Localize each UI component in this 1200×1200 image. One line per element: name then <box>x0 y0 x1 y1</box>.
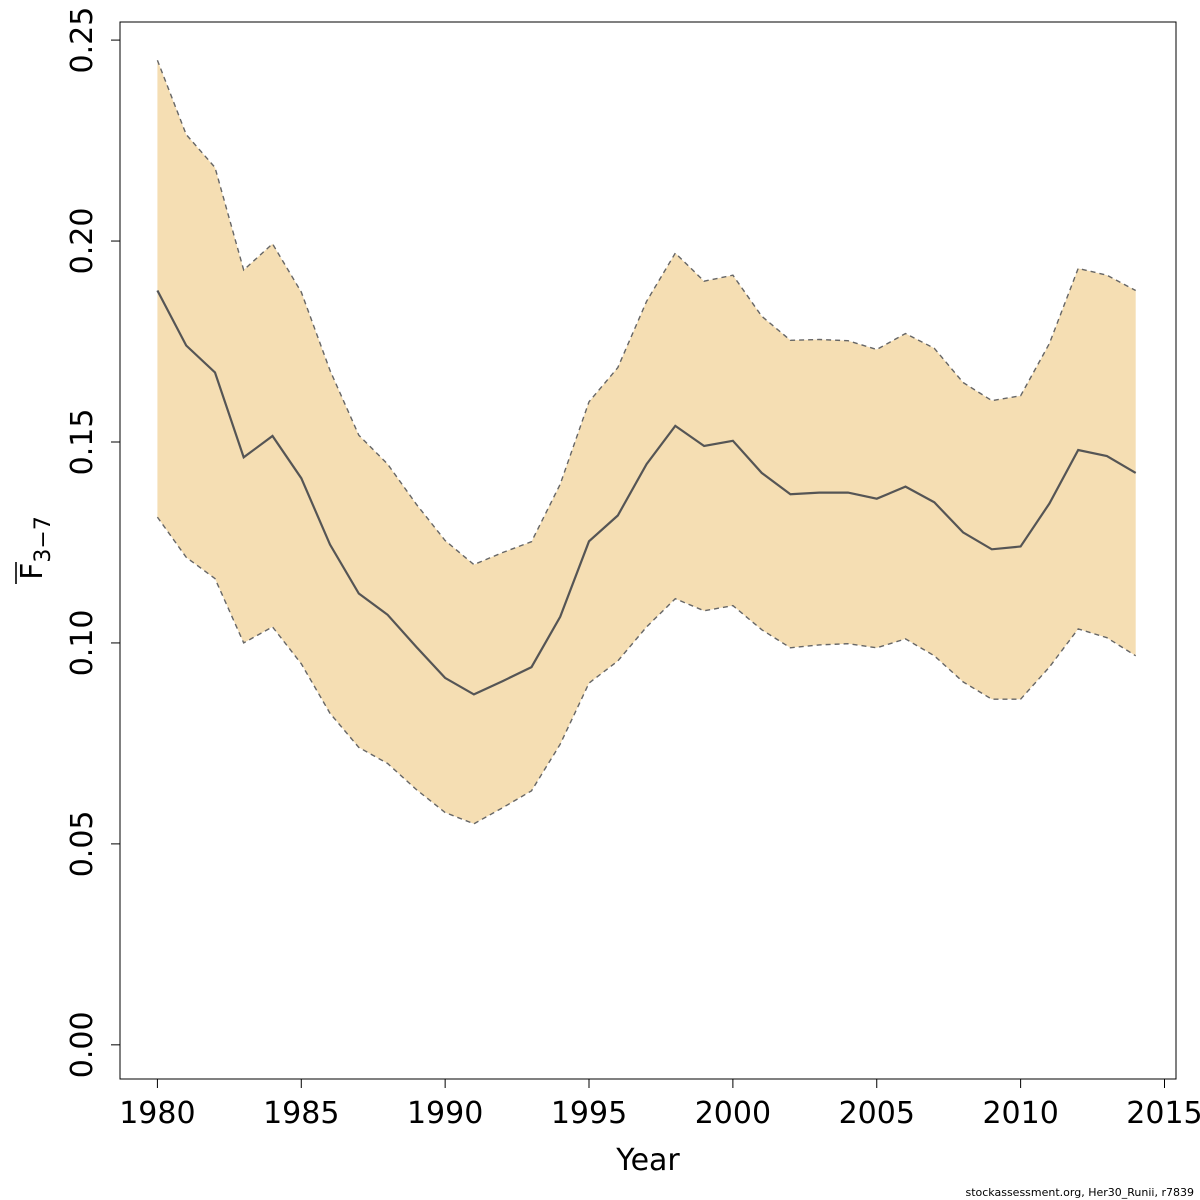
y-tick-label: 0.10 <box>65 610 100 677</box>
lower-bound-line <box>156 516 1137 825</box>
x-tick-label: 1985 <box>263 1096 339 1131</box>
x-tick-label: 2015 <box>1126 1096 1200 1131</box>
y-axis-title-main: F <box>15 563 50 580</box>
x-axis: 1980 1985 1990 1995 2000 2005 2010 2015 <box>119 1078 1200 1131</box>
estimate-line <box>156 289 1137 696</box>
x-axis-title: Year <box>615 1143 680 1178</box>
y-tick-label: 0.00 <box>65 1011 100 1078</box>
y-axis-title: F3−7 <box>15 516 56 584</box>
svg-text:F3−7: F3−7 <box>15 516 56 580</box>
x-tick-label: 1995 <box>551 1096 627 1131</box>
footer-credit: stockassessment.org, Her30_Runii, r7839 <box>965 1186 1194 1199</box>
y-tick-label: 0.15 <box>65 409 100 476</box>
x-tick-label: 1980 <box>119 1096 195 1131</box>
y-tick-label: 0.05 <box>65 811 100 878</box>
x-tick-label: 2005 <box>839 1096 915 1131</box>
y-tick-label: 0.20 <box>65 208 100 275</box>
x-tick-label: 1990 <box>407 1096 483 1131</box>
upper-bound-line <box>156 59 1137 566</box>
plot-area <box>156 59 1137 825</box>
confidence-band <box>157 60 1136 824</box>
y-axis-title-subscript: 3−7 <box>31 516 56 562</box>
y-tick-label: 0.25 <box>65 7 100 74</box>
y-axis: 0.00 0.05 0.10 0.15 0.20 0.25 <box>65 7 121 1078</box>
x-tick-label: 2000 <box>695 1096 771 1131</box>
x-tick-label: 2010 <box>982 1096 1058 1131</box>
